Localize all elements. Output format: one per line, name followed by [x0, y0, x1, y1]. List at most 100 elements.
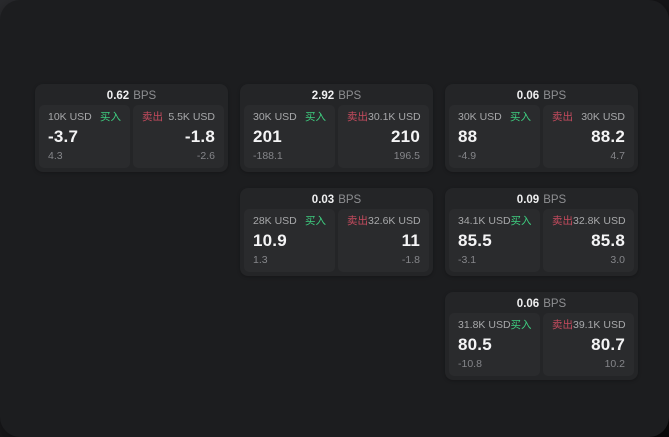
buy-price: -3.7: [48, 127, 79, 146]
sell-notional: 32.8K USD: [573, 215, 626, 227]
buy-cell[interactable]: 28K USD 买入 10.9 1.3: [244, 209, 335, 272]
buy-cell[interactable]: 30K USD 买入 88 -4.9: [449, 105, 540, 168]
quote-card: 0.62 BPS 10K USD 买入 -3.7 4.3 卖出 5.5K USD…: [35, 84, 228, 172]
sell-cell-top: 卖出 32.6K USD: [347, 215, 421, 228]
buy-cell-top: 34.1K USD 买入: [458, 215, 532, 228]
sell-side-label: 卖出: [552, 111, 573, 123]
sell-price: 85.8: [591, 231, 625, 250]
sell-notional: 30.1K USD: [368, 111, 421, 123]
buy-notional: 30K USD: [253, 111, 297, 123]
sell-side-label: 卖出: [347, 215, 368, 227]
spread-bps-unit: BPS: [133, 90, 157, 102]
quote-card: 0.03 BPS 28K USD 买入 10.9 1.3 卖出 32.6K US…: [240, 188, 433, 276]
buy-cell-top: 30K USD 买入: [253, 111, 326, 124]
sell-notional: 30K USD: [581, 111, 625, 123]
buy-cell[interactable]: 31.8K USD 买入 80.5 -10.8: [449, 313, 540, 376]
buy-price: 85.5: [458, 231, 492, 250]
buy-cell[interactable]: 30K USD 买入 201 -188.1: [244, 105, 335, 168]
buy-sell-cells: 30K USD 买入 201 -188.1 卖出 30.1K USD 210 1…: [244, 105, 429, 168]
spread-header: 2.92 BPS: [244, 88, 429, 105]
buy-side-label: 买入: [510, 319, 532, 331]
buy-sell-cells: 34.1K USD 买入 85.5 -3.1 卖出 32.8K USD 85.8…: [449, 209, 634, 272]
sell-change: 3.0: [610, 254, 625, 266]
buy-cell[interactable]: 34.1K USD 买入 85.5 -3.1: [449, 209, 540, 272]
sell-cell-top: 卖出 39.1K USD: [552, 319, 626, 332]
spread-bps-unit: BPS: [338, 90, 362, 102]
spread-bps-value: 0.09: [516, 194, 540, 206]
sell-cell[interactable]: 卖出 30K USD 88.2 4.7: [543, 105, 634, 168]
sell-cell[interactable]: 卖出 32.6K USD 11 -1.8: [338, 209, 429, 272]
sell-cell[interactable]: 卖出 5.5K USD -1.8 -2.6: [133, 105, 224, 168]
sell-change: -1.8: [401, 254, 420, 266]
buy-notional: 34.1K USD: [458, 215, 511, 227]
spread-bps-value: 2.92: [311, 90, 335, 102]
sell-price: 88.2: [591, 127, 625, 146]
buy-cell-top: 31.8K USD 买入: [458, 319, 532, 332]
buy-side-label: 买入: [100, 111, 121, 123]
sell-cell[interactable]: 卖出 32.8K USD 85.8 3.0: [543, 209, 634, 272]
spread-header: 0.06 BPS: [449, 88, 634, 105]
buy-sell-cells: 30K USD 买入 88 -4.9 卖出 30K USD 88.2 4.7: [449, 105, 634, 168]
sell-price: -1.8: [184, 127, 215, 146]
buy-change: 4.3: [48, 150, 63, 162]
sell-cell-top: 卖出 30K USD: [552, 111, 625, 124]
buy-price: 201: [253, 127, 282, 146]
quote-card: 0.06 BPS 30K USD 买入 88 -4.9 卖出 30K USD 8…: [445, 84, 638, 172]
buy-change: -4.9: [458, 150, 477, 162]
sell-price: 11: [401, 231, 420, 250]
buy-side-label: 买入: [305, 111, 326, 123]
sell-price: 80.7: [591, 335, 625, 354]
sell-cell[interactable]: 卖出 39.1K USD 80.7 10.2: [543, 313, 634, 376]
buy-price: 88: [458, 127, 478, 146]
buy-notional: 10K USD: [48, 111, 92, 123]
spread-bps-unit: BPS: [543, 194, 567, 206]
buy-change: 1.3: [253, 254, 268, 266]
spread-header: 0.06 BPS: [449, 296, 634, 313]
sell-notional: 32.6K USD: [368, 215, 421, 227]
buy-notional: 28K USD: [253, 215, 297, 227]
sell-change: -2.6: [196, 150, 215, 162]
sell-change: 196.5: [393, 150, 420, 162]
sell-change: 10.2: [604, 358, 625, 370]
buy-sell-cells: 28K USD 买入 10.9 1.3 卖出 32.6K USD 11 -1.8: [244, 209, 429, 272]
buy-cell[interactable]: 10K USD 买入 -3.7 4.3: [39, 105, 130, 168]
sell-cell[interactable]: 卖出 30.1K USD 210 196.5: [338, 105, 429, 168]
buy-cell-top: 30K USD 买入: [458, 111, 531, 124]
buy-change: -3.1: [458, 254, 477, 266]
quote-card: 0.09 BPS 34.1K USD 买入 85.5 -3.1 卖出 32.8K…: [445, 188, 638, 276]
spread-header: 0.03 BPS: [244, 192, 429, 209]
sell-side-label: 卖出: [552, 319, 573, 331]
buy-cell-top: 10K USD 买入: [48, 111, 121, 124]
buy-notional: 30K USD: [458, 111, 502, 123]
sell-side-label: 卖出: [552, 215, 573, 227]
buy-change: -188.1: [253, 150, 283, 162]
spread-header: 0.09 BPS: [449, 192, 634, 209]
buy-side-label: 买入: [305, 215, 326, 227]
sell-side-label: 卖出: [347, 111, 368, 123]
spread-bps-unit: BPS: [543, 298, 567, 310]
buy-sell-cells: 10K USD 买入 -3.7 4.3 卖出 5.5K USD -1.8 -2.…: [39, 105, 224, 168]
buy-price: 80.5: [458, 335, 492, 354]
buy-side-label: 买入: [510, 111, 531, 123]
sell-price: 210: [391, 127, 420, 146]
sell-notional: 5.5K USD: [168, 111, 215, 123]
spread-bps-unit: BPS: [543, 90, 567, 102]
sell-notional: 39.1K USD: [573, 319, 626, 331]
buy-sell-cells: 31.8K USD 买入 80.5 -10.8 卖出 39.1K USD 80.…: [449, 313, 634, 376]
buy-price: 10.9: [253, 231, 287, 250]
spread-bps-value: 0.06: [516, 90, 540, 102]
spread-bps-value: 0.62: [106, 90, 130, 102]
sell-cell-top: 卖出 32.8K USD: [552, 215, 626, 228]
spread-header: 0.62 BPS: [39, 88, 224, 105]
quote-cards-grid: 0.62 BPS 10K USD 买入 -3.7 4.3 卖出 5.5K USD…: [35, 84, 638, 380]
buy-notional: 31.8K USD: [458, 319, 511, 331]
sell-cell-top: 卖出 5.5K USD: [142, 111, 215, 124]
quote-card: 2.92 BPS 30K USD 买入 201 -188.1 卖出 30.1K …: [240, 84, 433, 172]
spread-bps-value: 0.06: [516, 298, 540, 310]
sell-cell-top: 卖出 30.1K USD: [347, 111, 421, 124]
buy-change: -10.8: [458, 358, 482, 370]
buy-side-label: 买入: [510, 215, 532, 227]
sell-side-label: 卖出: [142, 111, 163, 123]
buy-cell-top: 28K USD 买入: [253, 215, 326, 228]
